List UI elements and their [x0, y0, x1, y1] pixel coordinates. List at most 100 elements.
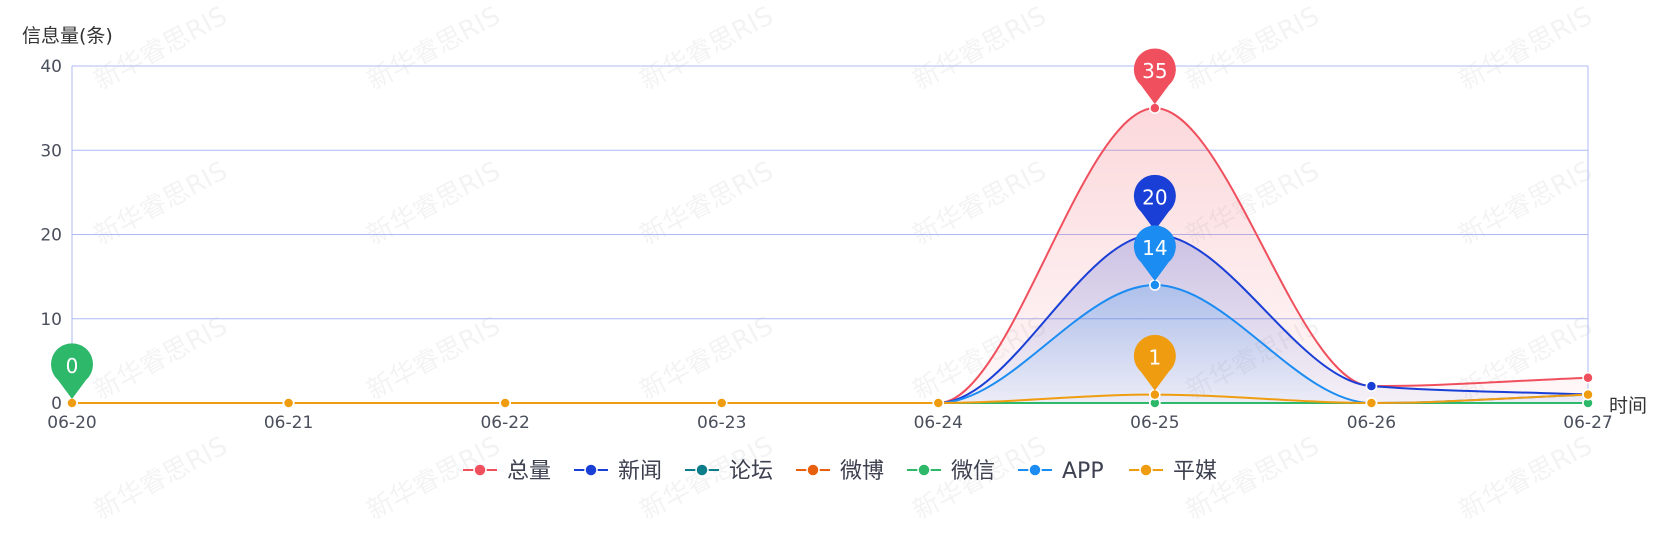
- legend-marker: [584, 463, 598, 477]
- y-tick-label: 10: [40, 310, 62, 330]
- x-tick-label: 06-24: [914, 413, 963, 433]
- series-area: [72, 108, 1588, 403]
- grid: [71, 65, 1589, 404]
- pin-label: 35: [1142, 59, 1167, 83]
- series-areas: [72, 108, 1588, 403]
- series-lines: [72, 107, 1589, 405]
- watermark: 新华睿思RIS: [362, 156, 505, 251]
- value-pin: 20: [1133, 174, 1176, 231]
- legend-label: 论坛: [729, 459, 773, 484]
- svg-text:新华睿思RIS: 新华睿思RIS: [1181, 1, 1324, 96]
- y-tick-label: 30: [40, 141, 62, 161]
- data-point[interactable]: [1149, 102, 1161, 114]
- watermark: 新华睿思RIS: [635, 311, 778, 406]
- svg-text:新华睿思RIS: 新华睿思RIS: [89, 1, 232, 96]
- legend-marker: [806, 463, 820, 477]
- legend-item[interactable]: APP: [1018, 459, 1104, 484]
- y-tick-label: 0: [51, 394, 62, 414]
- svg-text:新华睿思RIS: 新华睿思RIS: [89, 156, 232, 251]
- value-pin: 0: [51, 343, 94, 399]
- watermark: 新华睿思RIS: [362, 1, 505, 96]
- series-line: [72, 393, 1589, 405]
- watermark: 新华睿思RIS: [362, 311, 505, 406]
- legend-label: 微信: [951, 459, 995, 484]
- legend-marker: [917, 463, 931, 477]
- legend-marker: [1028, 463, 1042, 477]
- x-tick-label: 06-20: [47, 413, 96, 433]
- series-points: [66, 102, 1594, 409]
- x-tick-label: 06-27: [1563, 413, 1612, 433]
- data-point[interactable]: [1365, 397, 1378, 409]
- legend-marker: [1139, 463, 1153, 477]
- x-axis-ticks: 06-20 06-21 06-22 06-23 06-24 06-25 06-26 06-27: [47, 413, 1612, 433]
- data-point[interactable]: [1582, 388, 1594, 401]
- svg-text:新华睿思RIS: 新华睿思RIS: [362, 156, 505, 251]
- legend-marker: [695, 463, 709, 477]
- watermark-layer: 新华睿思RIS 新华睿思RIS 新华睿思RIS 新华睿思RIS 新华睿思RIS 新华睿思R…: [89, 1, 1597, 526]
- svg-text:新华睿思RIS: 新华睿思RIS: [1454, 156, 1597, 251]
- legend-label: 微博: [840, 459, 884, 484]
- watermark: 新华睿思RIS: [908, 156, 1051, 251]
- legend-label: APP: [1062, 459, 1104, 484]
- value-pin: 1: [1133, 334, 1176, 391]
- data-point[interactable]: [1149, 279, 1161, 291]
- data-point[interactable]: [932, 397, 945, 409]
- watermark: 新华睿思RIS: [1454, 1, 1597, 96]
- x-tick-label: 06-23: [697, 413, 746, 433]
- x-tick-label: 06-26: [1347, 413, 1396, 433]
- value-pin: 35: [1133, 48, 1176, 105]
- data-point[interactable]: [1149, 388, 1161, 401]
- svg-text:新华睿思RIS: 新华睿思RIS: [362, 1, 505, 96]
- svg-text:新华睿思RIS: 新华睿思RIS: [1454, 1, 1597, 96]
- legend-item[interactable]: 微博: [796, 459, 884, 484]
- svg-text:新华睿思RIS: 新华睿思RIS: [362, 431, 505, 526]
- series-area: [72, 285, 1588, 403]
- legend-item[interactable]: 总量: [463, 459, 551, 484]
- svg-text:新华睿思RIS: 新华睿思RIS: [1454, 431, 1597, 526]
- y-tick-label: 40: [40, 57, 62, 77]
- svg-text:新华睿思RIS: 新华睿思RIS: [89, 311, 232, 406]
- svg-text:新华睿思RIS: 新华睿思RIS: [635, 156, 778, 251]
- svg-text:新华睿思RIS: 新华睿思RIS: [908, 156, 1051, 251]
- x-tick-label: 06-25: [1130, 413, 1179, 433]
- y-tick-label: 20: [40, 226, 62, 246]
- watermark: 新华睿思RIS: [89, 311, 232, 406]
- legend-item[interactable]: 微信: [907, 459, 995, 484]
- svg-text:新华睿思RIS: 新华睿思RIS: [362, 311, 505, 406]
- data-point[interactable]: [282, 397, 295, 409]
- watermark: 新华睿思RIS: [89, 431, 232, 526]
- value-pins: 35 20 0 14 1: [51, 48, 1176, 399]
- x-tick-label: 06-22: [480, 413, 529, 433]
- x-tick-label: 06-21: [264, 413, 313, 433]
- watermark: 新华睿思RIS: [635, 156, 778, 251]
- legend[interactable]: 总量 新闻 论坛 微博 微信 APP 平媒: [463, 459, 1217, 484]
- watermark: 新华睿思RIS: [908, 1, 1051, 96]
- legend-label: 平媒: [1173, 459, 1217, 484]
- legend-item[interactable]: 平媒: [1129, 459, 1217, 484]
- data-point[interactable]: [715, 397, 728, 409]
- pin-label: 14: [1142, 236, 1167, 260]
- watermark: 新华睿思RIS: [89, 156, 232, 251]
- watermark: 新华睿思RIS: [1454, 156, 1597, 251]
- legend-item[interactable]: 论坛: [685, 459, 773, 484]
- data-point[interactable]: [1365, 380, 1378, 392]
- series-line: [72, 107, 1589, 405]
- data-point[interactable]: [1582, 371, 1594, 384]
- svg-text:新华睿思RIS: 新华睿思RIS: [908, 1, 1051, 96]
- svg-text:新华睿思RIS: 新华睿思RIS: [635, 1, 778, 96]
- legend-item[interactable]: 新闻: [574, 459, 662, 484]
- data-point[interactable]: [499, 397, 511, 409]
- svg-text:新华睿思RIS: 新华睿思RIS: [89, 431, 232, 526]
- watermark: 新华睿思RIS: [1454, 431, 1597, 526]
- x-axis-title: 时间: [1609, 395, 1647, 417]
- value-pin: 14: [1133, 225, 1176, 282]
- legend-label: 新闻: [618, 459, 662, 484]
- data-point[interactable]: [66, 397, 78, 409]
- watermark: 新华睿思RIS: [89, 1, 232, 96]
- legend-label: 总量: [507, 459, 551, 484]
- watermark: 新华睿思RIS: [362, 431, 505, 526]
- pin-label: 1: [1148, 346, 1161, 370]
- y-axis-title: 信息量(条): [22, 25, 113, 47]
- pin-label: 0: [66, 354, 79, 378]
